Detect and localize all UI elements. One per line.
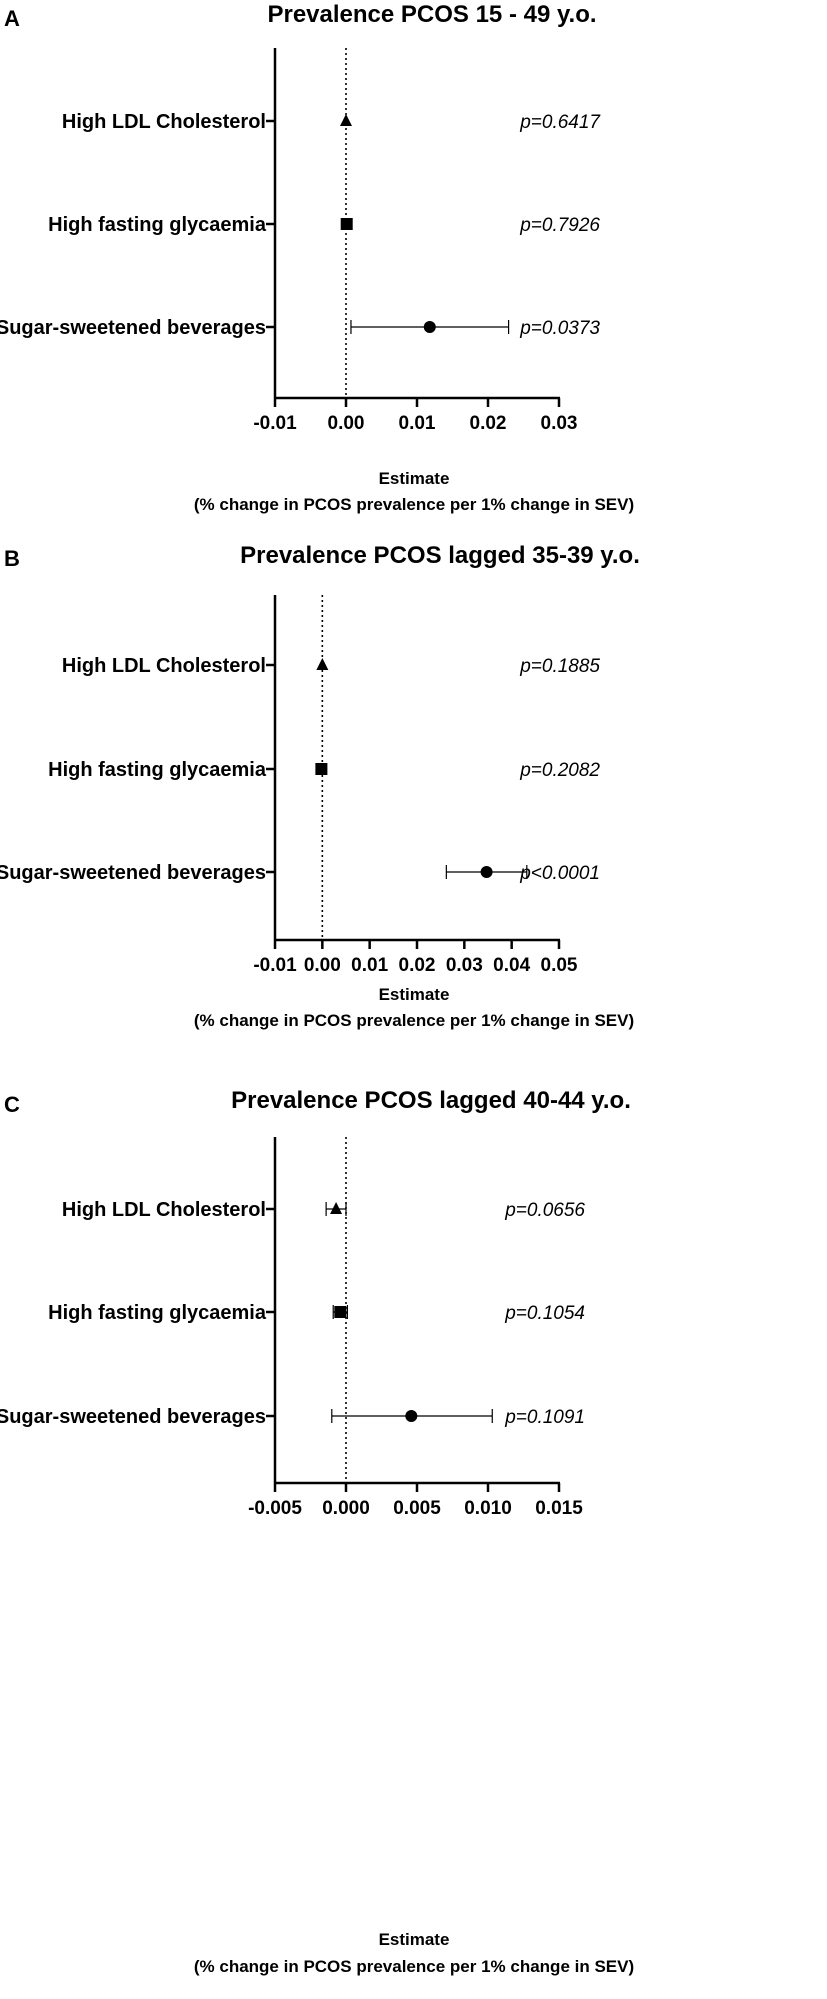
panel-a-title: Prevalence PCOS 15 - 49 y.o. [267,1,596,28]
panel-c-title: Prevalence PCOS lagged 40-44 y.o. [231,1087,631,1114]
panel-c-p-value: p=0.0656 [504,1200,585,1221]
panel-c-x-tick-label: 0.010 [464,1498,512,1519]
panel-b-category-label: Sugar-sweetened beverages [0,862,266,884]
panel-a-plot: -0.01 0.00 0.01 0.02 0.03 High LDL Cholestero… [0,48,601,434]
panel-c-point-square [334,1306,347,1318]
panel-b-x-tick-label: 0.00 [304,955,341,976]
panel-a-category-label: High fasting glycaemia [48,214,267,236]
panel-a-point-circle [423,321,436,333]
panel-a-p-value: p=0.7926 [519,215,600,236]
panel-c-xlabel-subtitle: (% change in PCOS prevalence per 1% chan… [194,1957,634,1976]
panel-b-xlabel-subtitle: (% change in PCOS prevalence per 1% chan… [194,1011,634,1030]
panel-b-x-tick-label: 0.03 [446,955,483,976]
panel-b-x-tick-label: 0.01 [351,955,388,976]
panel-a-p-value: p=0.6417 [519,112,601,133]
panel-c-x-tick-label: 0.000 [322,1498,370,1519]
panel-letter-b: B [4,546,20,571]
panel-b-point-triangle [316,658,329,670]
panel-b-p-value: p=0.2082 [519,760,600,781]
panel-letter-a: A [4,6,20,31]
panel-b-p-value: p<0.0001 [519,863,600,884]
panel-b-category-label: High fasting glycaemia [48,759,267,781]
panel-a-x-tick-label: 0.01 [399,413,436,434]
panel-c: C Prevalence PCOS lagged 40-44 y.o. -0.0… [0,1087,634,1976]
panel-c-plot: -0.005 0.000 0.005 0.010 0.015 High LDL Chole… [0,1137,585,1519]
panel-c-p-value: p=0.1091 [504,1407,585,1428]
panel-c-xlabel: Estimate [379,1930,450,1949]
panel-letter-c: C [4,1092,20,1117]
panel-c-x-tick-label: 0.015 [535,1498,583,1519]
panel-a-x-tick-label: 0.02 [470,413,507,434]
panel-b-category-label: High LDL Cholesterol [62,655,266,677]
panel-a-xlabel: Estimate [379,469,450,488]
panel-c-category-label: High LDL Cholesterol [62,1199,266,1221]
panel-a-x-tick-label: 0.00 [328,413,365,434]
panel-b-point-square [315,763,328,775]
panel-b-p-value: p=0.1885 [519,656,600,677]
panel-a-point-triangle [340,114,352,126]
panel-a-category-label: Sugar-sweetened beverages [0,317,266,339]
panel-b-x-tick-label: 0.04 [493,955,530,976]
panel-a-p-value: p=0.0373 [519,318,600,339]
panel-c-x-tick-label: -0.005 [248,1498,302,1519]
panel-b-title: Prevalence PCOS lagged 35-39 y.o. [240,542,640,569]
panel-b-xlabel: Estimate [379,985,450,1004]
panel-a-category-label: High LDL Cholesterol [62,111,266,133]
panel-a: A Prevalence PCOS 15 - 49 y.o. -0.01 0.00… [0,1,634,514]
panel-b: B Prevalence PCOS lagged 35-39 y.o. -0.0… [0,542,640,1030]
panel-a-xlabel-subtitle: (% change in PCOS prevalence per 1% chan… [194,495,634,514]
panel-a-x-tick-label: -0.01 [253,413,297,434]
panel-c-p-value: p=0.1054 [504,1303,585,1324]
panel-b-point-circle [480,866,493,878]
panel-a-point-square [340,218,353,230]
panel-c-point-circle [405,1410,418,1422]
panel-b-x-tick-label: 0.05 [541,955,578,976]
panel-b-plot: -0.01 0.00 0.01 0.02 0.03 0.04 0.05 High LDL Ch… [0,595,600,976]
panel-b-x-tick-label: 0.02 [399,955,436,976]
panel-c-category-label: Sugar-sweetened beverages [0,1406,266,1428]
panel-c-x-tick-label: 0.005 [393,1498,441,1519]
panel-b-x-tick-label: -0.01 [253,955,297,976]
panel-c-point-triangle [330,1202,343,1214]
panel-a-x-tick-label: 0.03 [541,413,578,434]
panel-c-category-label: High fasting glycaemia [48,1302,267,1324]
